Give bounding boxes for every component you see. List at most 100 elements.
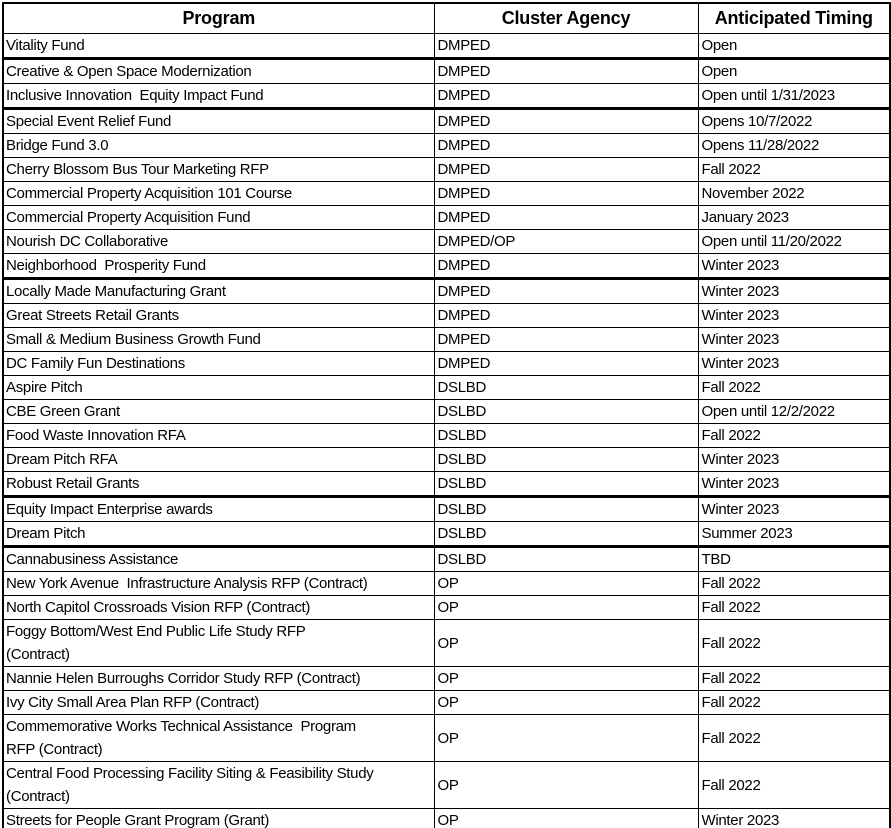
program-cell: Nannie Helen Burroughs Corridor Study RF… (2, 666, 435, 691)
program-cell: Small & Medium Business Growth Fund (2, 327, 435, 352)
table-row: Dream Pitch DSLBD Summer 2023 (2, 521, 891, 548)
table-row: Streets for People Grant Program (Grant)… (2, 808, 891, 828)
program-cell: Great Streets Retail Grants (2, 303, 435, 328)
agency-cell: OP (433, 666, 699, 691)
program-cell: Dream Pitch RFA (2, 447, 435, 472)
program-cell: CBE Green Grant (2, 399, 435, 424)
program-cell: Robust Retail Grants (2, 471, 435, 498)
table-row: Neighborhood Prosperity Fund DMPED Winte… (2, 253, 891, 280)
timing-cell: Winter 2023 (697, 327, 891, 352)
table-row: Great Streets Retail Grants DMPED Winter… (2, 303, 891, 328)
column-header-program: Program (2, 2, 435, 34)
agency-cell: OP (433, 808, 699, 828)
program-cell: Creative & Open Space Modernization (2, 58, 435, 84)
agency-cell: DSLBD (433, 375, 699, 400)
agency-cell: DSLBD (433, 447, 699, 472)
agency-cell: DSLBD (433, 546, 699, 572)
agency-cell: DMPED (433, 58, 699, 84)
program-cell: Nourish DC Collaborative (2, 229, 435, 254)
program-cell: Vitality Fund (2, 33, 435, 60)
timing-cell: Fall 2022 (697, 714, 891, 762)
agency-cell: DMPED (433, 253, 699, 280)
table-row: Small & Medium Business Growth Fund DMPE… (2, 327, 891, 352)
program-cell: Foggy Bottom/West End Public Life Study … (2, 619, 435, 667)
agency-cell: OP (433, 690, 699, 715)
timing-cell: Fall 2022 (697, 375, 891, 400)
program-cell: Streets for People Grant Program (Grant) (2, 808, 435, 828)
timing-cell: Fall 2022 (697, 761, 891, 809)
timing-cell: Fall 2022 (697, 666, 891, 691)
table-row: Foggy Bottom/West End Public Life Study … (2, 619, 891, 667)
table-row: DC Family Fun Destinations DMPED Winter … (2, 351, 891, 376)
table-row: Inclusive Innovation Equity Impact Fund … (2, 83, 891, 110)
program-cell: Ivy City Small Area Plan RFP (Contract) (2, 690, 435, 715)
timing-cell: Fall 2022 (697, 423, 891, 448)
agency-cell: DMPED (433, 133, 699, 158)
agency-cell: OP (433, 761, 699, 809)
table-row: Vitality Fund DMPED Open (2, 33, 891, 60)
agency-cell: DSLBD (433, 423, 699, 448)
program-cell: Commercial Property Acquisition 101 Cour… (2, 181, 435, 206)
agency-cell: OP (433, 595, 699, 620)
timing-cell: Open (697, 33, 891, 60)
agency-cell: DMPED (433, 327, 699, 352)
table-row: Bridge Fund 3.0 DMPED Opens 11/28/2022 (2, 133, 891, 158)
timing-cell: Open until 11/20/2022 (697, 229, 891, 254)
timing-cell: Winter 2023 (697, 351, 891, 376)
timing-cell: Fall 2022 (697, 157, 891, 182)
program-cell: Central Food Processing Facility Siting … (2, 761, 435, 809)
timing-cell: Opens 10/7/2022 (697, 108, 891, 134)
table-row: Locally Made Manufacturing Grant DMPED W… (2, 278, 891, 304)
program-cell: Neighborhood Prosperity Fund (2, 253, 435, 280)
agency-cell: DSLBD (433, 399, 699, 424)
program-cell: Locally Made Manufacturing Grant (2, 278, 435, 304)
timing-cell: January 2023 (697, 205, 891, 230)
timing-cell: November 2022 (697, 181, 891, 206)
column-header-anticipated-timing: Anticipated Timing (697, 2, 891, 34)
agency-cell: OP (433, 714, 699, 762)
agency-cell: DMPED (433, 83, 699, 110)
table-row: Special Event Relief Fund DMPED Opens 10… (2, 108, 891, 134)
program-cell: Bridge Fund 3.0 (2, 133, 435, 158)
table-row: New York Avenue Infrastructure Analysis … (2, 571, 891, 596)
table-row: Cannabusiness Assistance DSLBD TBD (2, 546, 891, 572)
timing-cell: Winter 2023 (697, 808, 891, 828)
agency-cell: DMPED (433, 351, 699, 376)
agency-cell: DMPED (433, 303, 699, 328)
agency-cell: DMPED (433, 278, 699, 304)
timing-cell: Open (697, 58, 891, 84)
table-row: Equity Impact Enterprise awards DSLBD Wi… (2, 496, 891, 522)
table-row: Commemorative Works Technical Assistance… (2, 714, 891, 762)
timing-cell: Winter 2023 (697, 278, 891, 304)
timing-cell: Fall 2022 (697, 690, 891, 715)
program-cell: DC Family Fun Destinations (2, 351, 435, 376)
table-row: North Capitol Crossroads Vision RFP (Con… (2, 595, 891, 620)
timing-cell: Winter 2023 (697, 303, 891, 328)
table-row: Food Waste Innovation RFA DSLBD Fall 202… (2, 423, 891, 448)
table-row: Central Food Processing Facility Siting … (2, 761, 891, 809)
program-cell: Food Waste Innovation RFA (2, 423, 435, 448)
timing-cell: Fall 2022 (697, 595, 891, 620)
agency-cell: DSLBD (433, 471, 699, 498)
table-row: Commercial Property Acquisition 101 Cour… (2, 181, 891, 206)
timing-cell: TBD (697, 546, 891, 572)
program-cell: Cherry Blossom Bus Tour Marketing RFP (2, 157, 435, 182)
table-row: Robust Retail Grants DSLBD Winter 2023 (2, 471, 891, 498)
table-row: CBE Green Grant DSLBD Open until 12/2/20… (2, 399, 891, 424)
program-cell: Cannabusiness Assistance (2, 546, 435, 572)
header-row: Program Cluster Agency Anticipated Timin… (2, 2, 891, 34)
table-row: Ivy City Small Area Plan RFP (Contract) … (2, 690, 891, 715)
table-row: Aspire Pitch DSLBD Fall 2022 (2, 375, 891, 400)
agency-cell: DSLBD (433, 521, 699, 548)
agency-cell: DMPED (433, 33, 699, 60)
program-cell: Dream Pitch (2, 521, 435, 548)
timing-cell: Open until 12/2/2022 (697, 399, 891, 424)
table-row: Creative & Open Space Modernization DMPE… (2, 58, 891, 84)
timing-cell: Winter 2023 (697, 447, 891, 472)
timing-cell: Fall 2022 (697, 571, 891, 596)
timing-cell: Winter 2023 (697, 496, 891, 522)
table-row: Nannie Helen Burroughs Corridor Study RF… (2, 666, 891, 691)
timing-cell: Open until 1/31/2023 (697, 83, 891, 110)
timing-cell: Opens 11/28/2022 (697, 133, 891, 158)
